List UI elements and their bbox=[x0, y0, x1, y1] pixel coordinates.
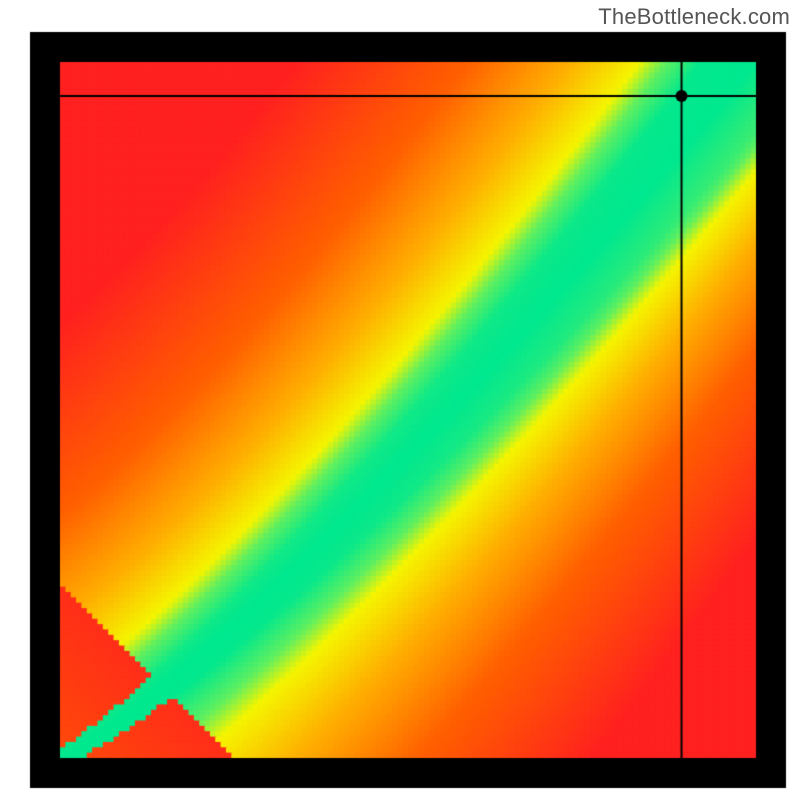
bottleneck-heatmap bbox=[0, 0, 800, 800]
chart-container: TheBottleneck.com bbox=[0, 0, 800, 800]
watermark-text: TheBottleneck.com bbox=[598, 4, 790, 30]
